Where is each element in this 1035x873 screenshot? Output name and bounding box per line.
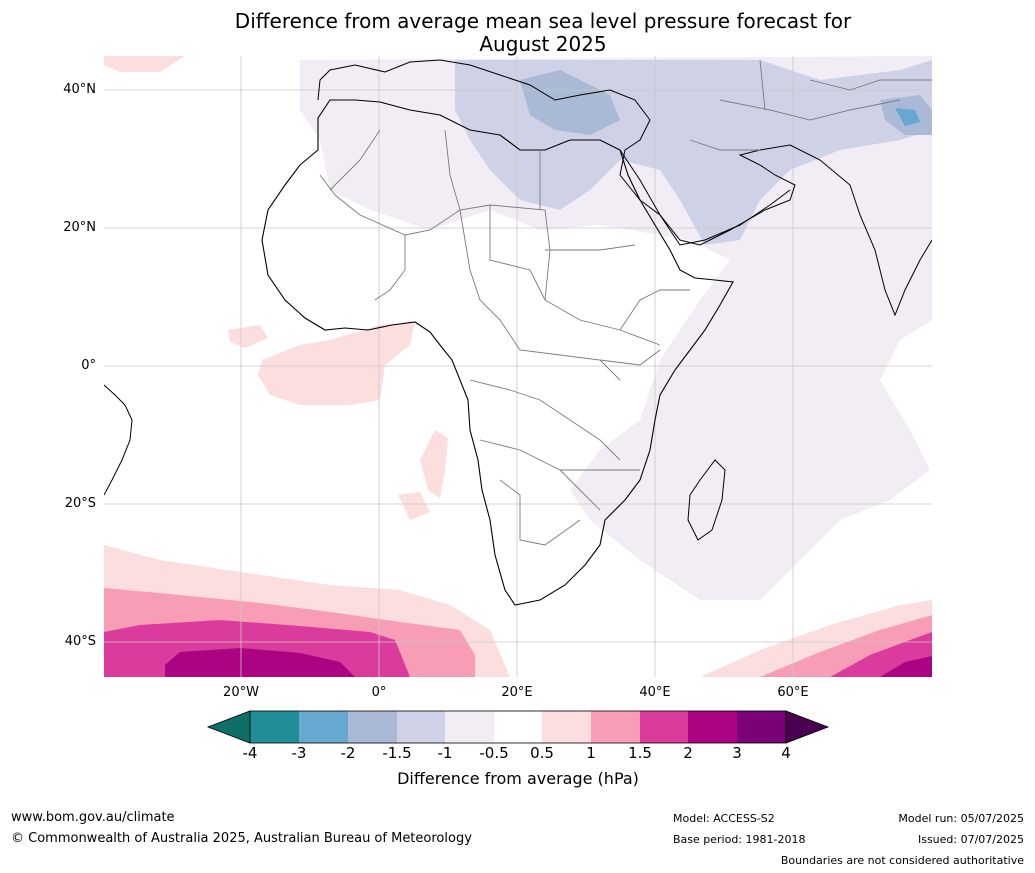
colorbar-segment-0 [250, 711, 299, 743]
colorbar-label: Difference from average (hPa) [397, 769, 639, 788]
colorbar-segment-3 [397, 711, 445, 743]
graticule [104, 56, 932, 677]
footer-disclaimer: Boundaries are not considered authoritat… [780, 854, 1024, 867]
anomaly-purple-southeast [880, 656, 932, 677]
country-borders [319, 59, 932, 546]
anomaly-blue-greece [520, 70, 620, 135]
madagascar-coastline [687, 459, 726, 541]
colorbar-segment-8 [640, 711, 688, 743]
lon-label-60e: 60°E [777, 685, 809, 700]
colorbar-tick: -0.5 [479, 744, 509, 762]
map-area [104, 56, 932, 677]
south-america-coastline [104, 384, 133, 496]
lon-label-0: 0° [371, 685, 387, 700]
colorbar-segment-7 [591, 711, 640, 743]
lat-label-20n: 20°N [63, 220, 96, 235]
europe-asia-coastline [317, 59, 932, 317]
arabia-coast [619, 149, 791, 246]
lat-label-20s: 20°S [64, 496, 96, 511]
colorbar-segment-10 [737, 711, 786, 743]
colorbar-tick: -2 [340, 744, 356, 762]
footer-issued: Issued: 07/07/2025 [917, 833, 1024, 846]
colorbar-tick: -3 [291, 744, 307, 762]
colorbar-tick: 3 [732, 744, 742, 762]
anomaly-pink-atlantic-blob2 [398, 492, 430, 520]
lon-label-20e: 20°E [501, 685, 533, 700]
map-title: Difference from average mean sea level p… [0, 10, 1035, 56]
lat-label-40n: 40°N [63, 82, 96, 97]
footer-copyright: © Commonwealth of Australia 2025, Austra… [11, 831, 472, 846]
colorbar-tick: 1.5 [628, 744, 652, 762]
colorbar-segment-2 [348, 711, 397, 743]
footer-model-run: Model run: 05/07/2025 [898, 812, 1024, 825]
colorbar [206, 710, 830, 744]
colorbar-segment-5 [494, 711, 542, 743]
footer-model: Model: ACCESS-S2 [673, 812, 775, 825]
colorbar-min-arrow [206, 710, 251, 744]
lat-label-40s: 40°S [64, 634, 96, 649]
africa-coastline [261, 99, 734, 606]
lon-label-20w: 20°W [223, 685, 259, 700]
colorbar-segment-4 [445, 711, 494, 743]
anomaly-pink-guinea [258, 322, 415, 405]
colorbar-tick: 2 [683, 744, 693, 762]
anomaly-pink-guinea-small [228, 325, 268, 348]
title-line-1: Difference from average mean sea level p… [234, 9, 852, 33]
colorbar-tick: -1 [437, 744, 453, 762]
footer-base-period: Base period: 1981-2018 [673, 833, 806, 846]
anomaly-teal-east [895, 108, 920, 126]
anomaly-pink-atlantic-blob [420, 430, 448, 498]
lat-label-0: 0° [81, 358, 96, 373]
colorbar-segment-6 [542, 711, 591, 743]
title-line-2: August 2025 [479, 32, 607, 56]
colorbar-tick: 0.5 [530, 744, 554, 762]
colorbar-tick: 4 [781, 744, 791, 762]
footer-website: www.bom.gov.au/climate [11, 810, 175, 825]
colorbar-segment-1 [299, 711, 348, 743]
colorbar-tick: -4 [242, 744, 258, 762]
anomaly-pink-north-atlantic [104, 56, 185, 72]
colorbar-segment-9 [688, 711, 737, 743]
lon-label-40e: 40°E [639, 685, 671, 700]
colorbar-tick: 1 [586, 744, 596, 762]
colorbar-tick: -1.5 [382, 744, 412, 762]
anomaly-light-purple-north [300, 56, 932, 600]
anomaly-purple-south [165, 648, 355, 677]
colorbar-max-arrow [785, 710, 830, 744]
